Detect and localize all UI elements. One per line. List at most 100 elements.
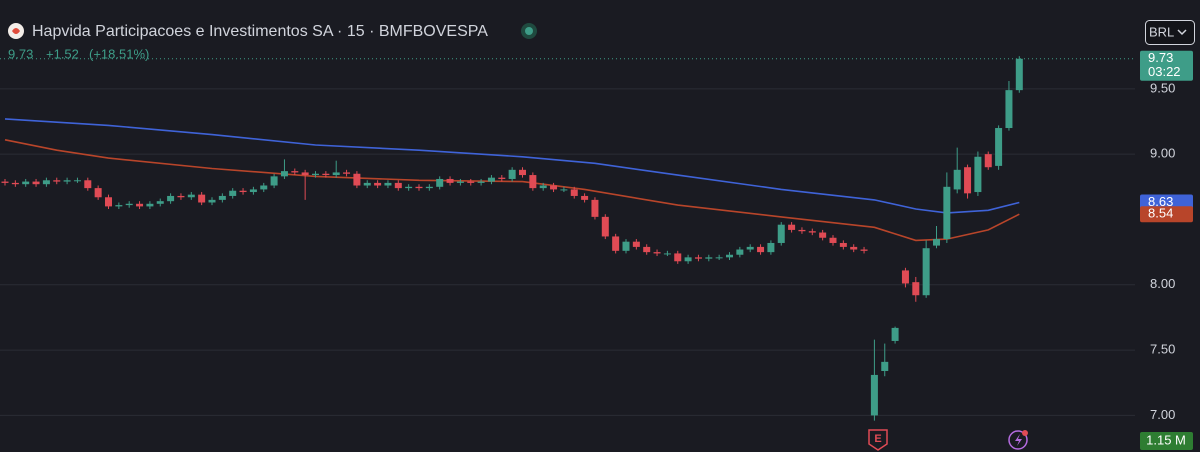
candle-body [922, 248, 930, 296]
candle-body [498, 177, 506, 179]
ma-badge-label: 8.54 [1148, 206, 1173, 221]
volume-label: 1.15 M [1146, 432, 1186, 447]
earnings-icon[interactable] [868, 429, 888, 451]
status-dot [525, 27, 533, 35]
last-price-label: 9.73 [1148, 50, 1173, 65]
candle-body [415, 186, 423, 189]
chart-title: Hapvida Participacoes e Investimentos SA… [32, 23, 488, 40]
y-tick-label: 8.00 [1150, 276, 1175, 291]
candle-body [632, 241, 640, 247]
candle-body [42, 180, 50, 185]
candle-body [218, 195, 226, 200]
candle-body [529, 175, 537, 189]
candle-body [1015, 58, 1023, 91]
candle-body [229, 190, 237, 196]
candle-body [177, 195, 185, 198]
grid [0, 88, 1135, 416]
candle-body [22, 181, 30, 185]
candle-body [467, 181, 475, 183]
candle-body [374, 182, 382, 186]
candle-body [560, 189, 568, 191]
candle-body [425, 186, 433, 189]
candle-body [726, 254, 733, 258]
candle-body [187, 194, 195, 198]
candle-body [487, 177, 495, 182]
candle-body [136, 203, 144, 207]
candle-body [715, 257, 723, 259]
candle-body [964, 167, 972, 194]
candle-body [581, 195, 589, 200]
candle-body [73, 180, 81, 182]
candle-body [860, 249, 868, 251]
candle-body [757, 246, 765, 253]
candle-body [446, 178, 454, 183]
candle-body [995, 128, 1003, 166]
candle-body [508, 169, 516, 179]
candle-body [819, 232, 827, 238]
candle-body [674, 253, 682, 262]
event-dot[interactable] [1022, 430, 1028, 436]
candle-body [612, 236, 620, 251]
candle-body [684, 257, 692, 262]
candle-body [705, 257, 713, 259]
candles [1, 56, 1023, 421]
candle-body [84, 180, 92, 189]
volume-badge [1140, 432, 1193, 450]
candle-body [1, 181, 9, 183]
candle-body [125, 203, 133, 206]
candle-body [332, 172, 340, 176]
candle-body [746, 246, 754, 250]
candle-body [1005, 90, 1013, 129]
event-bolt[interactable] [1015, 434, 1022, 446]
candle-body [601, 216, 609, 237]
candle-body [322, 173, 330, 176]
candle-body [167, 195, 175, 202]
candle-body [870, 374, 878, 416]
candle-body [550, 185, 558, 190]
candle-body [839, 242, 847, 247]
candle-body [622, 241, 630, 251]
ma-badge [1140, 206, 1193, 223]
candle-body [829, 237, 837, 243]
candle-body [788, 224, 796, 230]
header-change-percent: (+18.51%) [89, 46, 149, 61]
candle-body [798, 229, 806, 232]
candle-body [436, 178, 444, 187]
candle-body [353, 173, 361, 186]
candle-body [363, 182, 371, 186]
candle-body [653, 252, 661, 254]
candle-body [260, 185, 268, 190]
candle-body [291, 171, 299, 173]
candle-body [198, 194, 206, 203]
y-tick-label: 7.50 [1150, 342, 1175, 357]
currency-label[interactable]: BRL [1149, 24, 1174, 39]
candle-body [663, 253, 671, 255]
candle-body [249, 189, 257, 193]
candle-body [912, 282, 920, 296]
candle-body [891, 327, 899, 341]
countdown-label: 03:22 [1148, 64, 1181, 79]
candle-body [808, 231, 816, 233]
currency-button[interactable] [1145, 20, 1195, 45]
logo-mark [12, 28, 20, 34]
currency-caret[interactable] [1177, 29, 1187, 36]
candle-body [539, 185, 547, 189]
candle-body [736, 249, 744, 255]
ma-badge-label: 8.63 [1148, 194, 1173, 209]
candle-body [456, 181, 464, 183]
candle-body [32, 181, 40, 185]
candle-body [301, 172, 309, 176]
candle-body [94, 188, 102, 198]
earnings-letter[interactable]: E [874, 433, 881, 445]
candle-body [63, 180, 71, 182]
last-price-badge [1140, 50, 1193, 81]
candle-body [53, 180, 61, 182]
candle-body [384, 182, 392, 186]
candle-body [933, 239, 940, 246]
candle-body [591, 199, 599, 217]
header-price: 9.73 [8, 46, 33, 61]
header-change: +1.52 [46, 46, 79, 61]
